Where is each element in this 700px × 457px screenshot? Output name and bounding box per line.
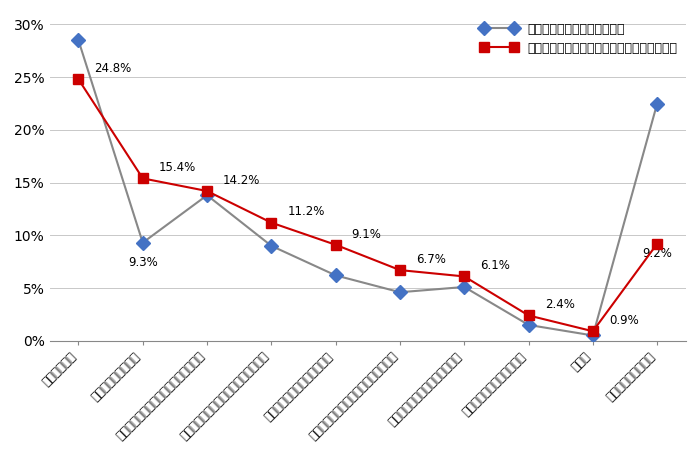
Line: 通常の食事を用意している人: 通常の食事を用意している人 bbox=[74, 35, 662, 340]
Text: 9.3%: 9.3% bbox=[128, 256, 158, 269]
Text: 0.9%: 0.9% bbox=[609, 314, 638, 327]
通常の食事を用意している人 bbox=[74, 37, 83, 43]
通常の食事を用意している人 bbox=[203, 192, 211, 198]
Line: 食べやすさに配慮した食事を用意している人: 食べやすさに配慮した食事を用意している人 bbox=[74, 74, 662, 336]
通常の食事を用意している人 bbox=[395, 289, 404, 295]
Text: 2.4%: 2.4% bbox=[545, 298, 575, 311]
通常の食事を用意している人 bbox=[524, 322, 533, 328]
食べやすさに配慮した食事を用意している人 bbox=[267, 220, 276, 225]
食べやすさに配慮した食事を用意している人 bbox=[395, 267, 404, 273]
食べやすさに配慮した食事を用意している人 bbox=[589, 329, 597, 334]
Text: 15.4%: 15.4% bbox=[159, 161, 196, 174]
食べやすさに配慮した食事を用意している人 bbox=[203, 188, 211, 194]
食べやすさに配慮した食事を用意している人 bbox=[653, 241, 662, 246]
Text: 14.2%: 14.2% bbox=[223, 174, 260, 187]
Legend: 通常の食事を用意している人, 食べやすさに配慮した食事を用意している人: 通常の食事を用意している人, 食べやすさに配慮した食事を用意している人 bbox=[475, 18, 682, 60]
Text: 24.8%: 24.8% bbox=[94, 62, 132, 75]
通常の食事を用意している人 bbox=[460, 284, 468, 290]
通常の食事を用意している人 bbox=[653, 101, 662, 106]
食べやすさに配慮した食事を用意している人 bbox=[460, 274, 468, 279]
Text: 6.1%: 6.1% bbox=[480, 259, 510, 272]
Text: 9.2%: 9.2% bbox=[642, 247, 672, 260]
通常の食事を用意している人 bbox=[332, 273, 340, 278]
通常の食事を用意している人 bbox=[589, 333, 597, 338]
通常の食事を用意している人 bbox=[139, 240, 147, 245]
Text: 9.1%: 9.1% bbox=[351, 228, 382, 240]
食べやすさに配慮した食事を用意している人 bbox=[332, 242, 340, 248]
食べやすさに配慮した食事を用意している人 bbox=[524, 313, 533, 318]
通常の食事を用意している人 bbox=[267, 243, 276, 249]
食べやすさに配慮した食事を用意している人 bbox=[74, 76, 83, 82]
Text: 6.7%: 6.7% bbox=[416, 253, 446, 266]
Text: 11.2%: 11.2% bbox=[288, 206, 325, 218]
食べやすさに配慮した食事を用意している人 bbox=[139, 175, 147, 181]
